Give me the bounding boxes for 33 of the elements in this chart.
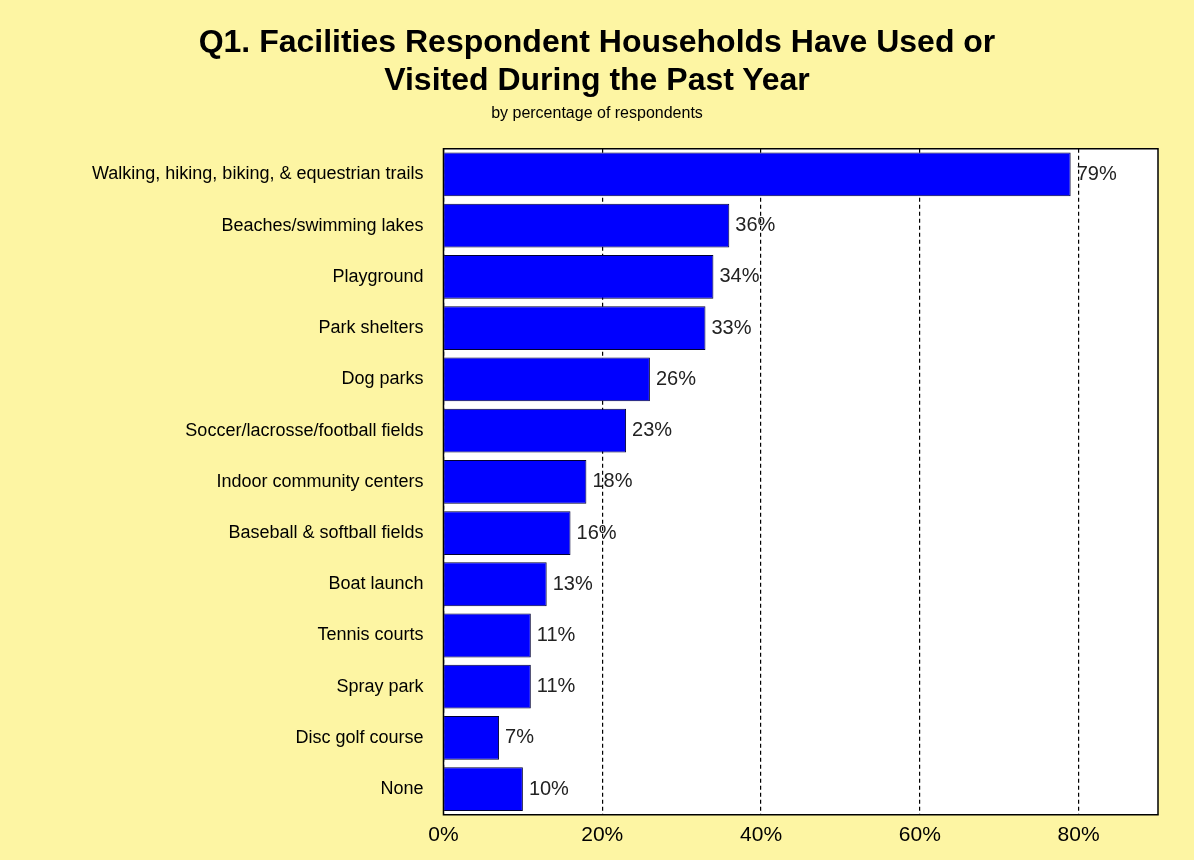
- data-label: 33%: [711, 315, 752, 338]
- x-tick-label: 60%: [898, 822, 941, 846]
- y-tick-label: Tennis courts: [317, 624, 424, 645]
- y-tick-label: Walking, hiking, biking, & equestrian trails: [91, 163, 424, 184]
- data-label: 26%: [655, 366, 697, 389]
- data-label: 18%: [592, 469, 633, 492]
- y-tick-label: Playground: [332, 265, 424, 286]
- data-label: 36%: [735, 213, 776, 236]
- y-tick-label: Boat launch: [328, 573, 424, 594]
- y-tick-label: Disc golf course: [295, 726, 424, 747]
- data-label: 23%: [632, 418, 673, 441]
- y-tick-label: Park shelters: [318, 317, 424, 338]
- data-label: 11%: [536, 674, 576, 697]
- y-tick-label: Soccer/lacrosse/football fields: [185, 419, 424, 440]
- y-tick-label: Beaches/swimming lakes: [221, 214, 424, 235]
- y-tick-label: Spray park: [336, 675, 425, 696]
- data-label: 16%: [576, 520, 617, 543]
- x-tick-label: 20%: [581, 822, 624, 846]
- y-tick-label: Indoor community centers: [216, 470, 424, 491]
- data-label: 11%: [536, 623, 576, 646]
- chart-subtitle: by percentage of respondents: [490, 104, 704, 123]
- y-tick-label: None: [380, 778, 424, 799]
- data-label: 7%: [505, 725, 535, 748]
- x-tick-label: 80%: [1057, 822, 1100, 846]
- y-tick-label: Dog parks: [341, 368, 424, 389]
- data-label: 13%: [552, 571, 593, 594]
- x-tick-label: 40%: [740, 822, 783, 846]
- data-label: 34%: [719, 264, 760, 287]
- chart-title: Q1. Facilities Respondent Households Have Used or Visited During the Past Year: [197, 22, 997, 98]
- x-tick-label: 0%: [428, 822, 459, 846]
- data-label: 79%: [1076, 161, 1117, 184]
- data-label: 10%: [528, 776, 570, 799]
- y-tick-label: Baseball & softball fields: [228, 522, 424, 542]
